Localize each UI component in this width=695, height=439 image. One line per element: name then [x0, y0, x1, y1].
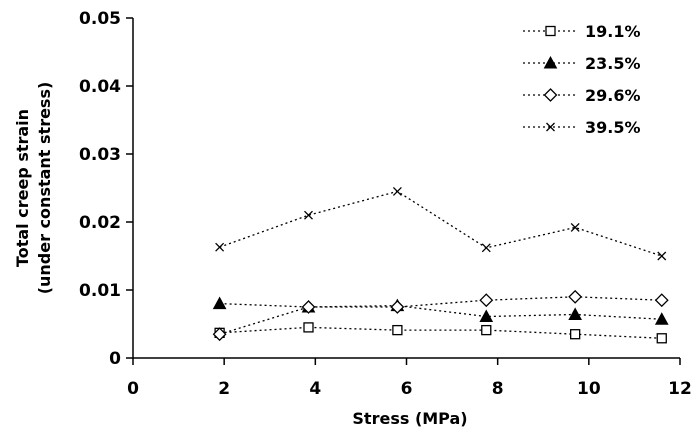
series-line [219, 296, 662, 335]
x-tick-label: 0 [127, 379, 139, 399]
data-point [656, 333, 667, 344]
x-tick-label: 10 [577, 379, 601, 399]
y-tick-label: 0.03 [79, 145, 121, 165]
data-point [479, 309, 494, 323]
data-point [392, 324, 403, 336]
data-point [570, 329, 581, 340]
legend-marker [546, 122, 555, 132]
series-layer [212, 186, 669, 344]
plot-area: 0 0.01 0.02 0.03 0.04 0.05 0 2 4 6 8 10 12 [79, 9, 692, 399]
data-point [301, 300, 316, 314]
legend-marker [543, 55, 558, 69]
legend: 19.1% 23.5% 29.6% 39.5% [523, 22, 641, 137]
y-tick-label: 0.02 [79, 213, 121, 233]
data-point [392, 186, 402, 196]
series-29.6% [212, 289, 669, 342]
y-tick-label: 0.05 [79, 9, 121, 29]
x-axis-title: Stress (MPa) [352, 409, 467, 428]
data-point [481, 243, 491, 253]
series-line [219, 302, 662, 320]
y-tick-label: 0 [109, 349, 121, 369]
data-point [570, 222, 580, 232]
legend-marker [545, 25, 556, 37]
data-point [303, 322, 314, 333]
x-tick-label: 12 [668, 379, 692, 399]
legend-label: 39.5% [585, 118, 641, 137]
y-axis-title: Total creep strain (under constant stres… [13, 82, 54, 295]
y-tick-label: 0.01 [79, 281, 121, 301]
data-point [479, 293, 494, 308]
data-point [657, 251, 667, 261]
data-point [212, 327, 227, 342]
x-tick-label: 2 [218, 379, 230, 399]
y-axis-title-line1: Total creep strain [13, 109, 32, 267]
legend-label: 19.1% [585, 22, 641, 41]
data-point [481, 324, 492, 336]
x-tick-label: 6 [401, 379, 413, 399]
series-line [219, 190, 662, 257]
data-point [568, 289, 583, 304]
series-line [219, 326, 662, 339]
data-point [215, 242, 225, 252]
data-point [654, 312, 669, 325]
legend-entry: 39.5% [523, 118, 641, 137]
series-39.5% [215, 186, 667, 261]
legend-entry: 23.5% [523, 54, 641, 73]
legend-label: 23.5% [585, 54, 641, 73]
x-tick-label: 8 [492, 379, 504, 399]
legend-entry: 29.6% [523, 86, 641, 105]
data-point [568, 307, 583, 320]
legend-label: 29.6% [585, 86, 641, 105]
y-axis-title-line2: (under constant stress) [35, 82, 54, 295]
x-ticks: 0 2 4 6 8 10 12 [127, 358, 692, 399]
data-point [212, 296, 227, 310]
data-point [654, 293, 669, 308]
data-point [304, 210, 313, 220]
legend-entry: 19.1% [523, 22, 641, 41]
data-point [390, 300, 405, 314]
legend-marker [543, 88, 558, 102]
y-tick-label: 0.04 [79, 77, 121, 97]
x-tick-label: 4 [309, 379, 321, 399]
series-19.1% [214, 322, 667, 344]
y-ticks: 0 0.01 0.02 0.03 0.04 0.05 [79, 9, 133, 369]
series-23.5% [212, 296, 669, 325]
